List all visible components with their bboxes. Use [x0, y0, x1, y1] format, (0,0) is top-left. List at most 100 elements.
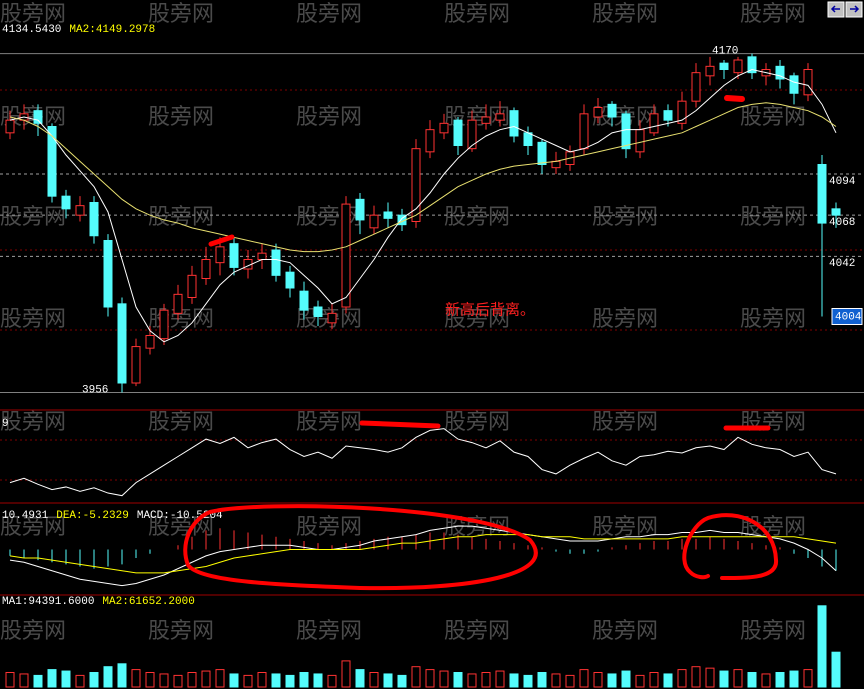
watermark: 股旁网 — [296, 205, 362, 230]
low-label: 3956 — [82, 384, 108, 396]
candle-body — [649, 113, 659, 134]
watermark: 股旁网 — [0, 307, 66, 332]
y-tick-label: 4042 — [829, 258, 855, 270]
volume-bar — [341, 660, 351, 688]
candle-body — [355, 198, 365, 221]
volume-bar — [103, 666, 113, 688]
volume-bar — [551, 673, 561, 688]
candle-body — [145, 335, 155, 349]
watermark: 股旁网 — [444, 205, 510, 230]
watermark: 股旁网 — [740, 205, 806, 230]
candle-body — [327, 312, 337, 324]
volume-bar — [355, 669, 365, 688]
watermark: 股旁网 — [296, 410, 362, 435]
candle-body — [75, 205, 85, 216]
candle-body — [663, 110, 673, 121]
candle-body — [369, 214, 379, 229]
indicator-header: MA1:94391.6000 — [2, 596, 94, 608]
watermark: 股旁网 — [148, 105, 214, 130]
watermark: 股旁网 — [148, 410, 214, 435]
candle-body — [481, 116, 491, 124]
watermark: 股旁网 — [444, 619, 510, 644]
volume-bar — [439, 670, 449, 688]
volume-bar — [299, 672, 309, 688]
candle-body — [747, 56, 757, 74]
candle-body — [425, 129, 435, 153]
volume-bar — [593, 672, 603, 688]
volume-bar — [397, 674, 407, 688]
candle-body — [635, 129, 645, 153]
volume-bar — [789, 670, 799, 688]
volume-bar — [761, 673, 771, 688]
volume-bar — [327, 674, 337, 688]
volume-bar — [75, 674, 85, 688]
candle-body — [495, 113, 505, 121]
candle-body — [257, 252, 267, 261]
volume-bar — [215, 669, 225, 688]
volume-bar — [47, 669, 57, 688]
candle-body — [439, 122, 449, 134]
volume-bar — [649, 672, 659, 688]
candle-body — [467, 119, 477, 150]
candle-body — [677, 100, 687, 124]
volume-bar — [831, 651, 841, 688]
volume-bar — [509, 673, 519, 688]
volume-bar — [117, 663, 127, 688]
volume-bar — [243, 674, 253, 688]
candle-body — [691, 72, 701, 102]
watermark: 股旁网 — [740, 2, 806, 27]
volume-bar — [481, 672, 491, 688]
watermark: 股旁网 — [0, 410, 66, 435]
volume-bar — [89, 672, 99, 688]
volume-bar — [453, 672, 463, 688]
indicator-line — [9, 102, 837, 253]
watermark: 股旁网 — [740, 410, 806, 435]
volume-bar — [733, 669, 743, 688]
indicator-header: 4134.5430 — [2, 24, 61, 36]
candle-body — [705, 65, 715, 77]
indicator-line — [9, 534, 837, 574]
volume-bar — [803, 669, 813, 688]
watermark: 股旁网 — [444, 410, 510, 435]
candle-body — [733, 59, 743, 74]
candle-body — [103, 240, 113, 308]
indicator-line — [9, 525, 837, 587]
watermark: 股旁网 — [592, 2, 658, 27]
candle-body — [831, 208, 841, 216]
volume-bar — [719, 670, 729, 688]
watermark: 股旁网 — [740, 307, 806, 332]
volume-bar — [285, 674, 295, 688]
volume-bar — [565, 674, 575, 688]
watermark: 股旁网 — [296, 2, 362, 27]
indicator-header: MA2:61652.2000 — [102, 596, 194, 608]
volume-bar — [411, 666, 421, 688]
candle-body — [33, 110, 43, 124]
candle-body — [215, 246, 225, 264]
volume-bar — [495, 670, 505, 688]
volume-bar — [159, 673, 169, 688]
plot: 4094 4068 4042 4170 3956 4004 新高后背离。 4134.5430 M… — [0, 24, 864, 688]
watermarks: 股旁网 股旁网 股旁网 股旁网 股旁网 股旁网股旁网 股旁网 股旁网 股旁网 股旁网股旁网 股旁网股… — [0, 2, 806, 644]
candle-body — [607, 103, 617, 118]
volume-bar — [691, 666, 701, 688]
candle-body — [789, 75, 799, 94]
candle-body — [593, 107, 603, 118]
candle-body — [537, 141, 547, 165]
volume-bar — [621, 670, 631, 688]
watermark: 股旁网 — [0, 205, 66, 230]
volume-bar — [131, 669, 141, 688]
last-price-box — [831, 308, 863, 325]
volume-bar — [201, 670, 211, 688]
candle-body — [5, 119, 15, 134]
hand-drawn-marks — [183, 95, 778, 591]
volume-bar — [33, 674, 43, 688]
high-label: 4170 — [712, 46, 738, 58]
watermark: 股旁网 — [148, 619, 214, 644]
watermark: 股旁网 — [0, 619, 66, 644]
candle-body — [61, 195, 71, 210]
volume-bar — [635, 674, 645, 688]
candle-body — [383, 211, 393, 219]
annotation: 新高后背离。 — [445, 301, 535, 319]
watermark: 股旁网 — [592, 515, 658, 540]
watermark: 股旁网 — [296, 105, 362, 130]
